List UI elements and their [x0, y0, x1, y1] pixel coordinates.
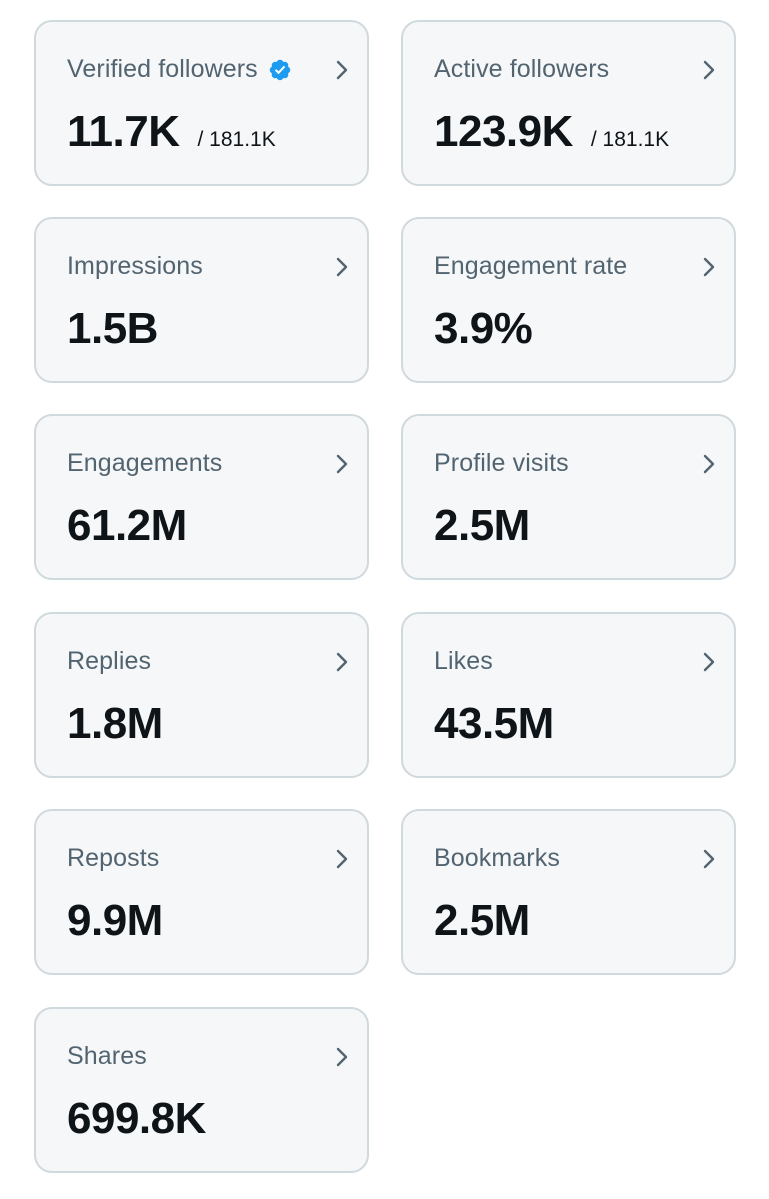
- card-values: 1.8M: [67, 702, 163, 746]
- card-value: 2.5M: [434, 501, 530, 550]
- card-header: Verified followers: [67, 55, 292, 84]
- chevron-right-icon[interactable]: [698, 847, 720, 871]
- card-likes[interactable]: Likes 43.5M: [401, 612, 736, 778]
- card-label: Reposts: [67, 844, 160, 872]
- card-header: Replies: [67, 647, 151, 676]
- card-values: 3.9%: [434, 304, 533, 353]
- card-label: Profile visits: [434, 449, 569, 477]
- card-label: Engagements: [67, 449, 223, 477]
- card-value: 43.5M: [434, 699, 554, 748]
- card-profile-visits[interactable]: Profile visits 2.5M: [401, 414, 736, 580]
- card-values: 61.2M: [67, 504, 187, 548]
- card-verified-followers[interactable]: Verified followers 11.7K / 181.1K: [34, 20, 369, 186]
- chevron-right-icon[interactable]: [331, 1045, 353, 1069]
- chevron-right-icon[interactable]: [698, 58, 720, 82]
- card-header: Bookmarks: [434, 844, 560, 873]
- card-value: 11.7K: [67, 107, 180, 156]
- card-label: Engagement rate: [434, 252, 628, 280]
- chevron-right-icon[interactable]: [331, 847, 353, 871]
- card-value: 1.8M: [67, 699, 163, 748]
- card-engagement-rate[interactable]: Engagement rate 3.9%: [401, 217, 736, 383]
- card-values: 2.5M: [434, 899, 530, 943]
- chevron-right-icon[interactable]: [331, 58, 353, 82]
- card-value: 2.5M: [434, 896, 530, 945]
- card-label: Active followers: [434, 55, 610, 83]
- card-value: 9.9M: [67, 896, 163, 945]
- chevron-right-icon[interactable]: [698, 255, 720, 279]
- card-value: 3.9%: [434, 304, 533, 353]
- card-header: Shares: [67, 1042, 147, 1071]
- card-label: Likes: [434, 647, 493, 675]
- card-value: 61.2M: [67, 501, 187, 550]
- card-values: 9.9M: [67, 899, 163, 943]
- card-header: Likes: [434, 647, 493, 676]
- chevron-right-icon[interactable]: [331, 650, 353, 674]
- verified-badge-icon: [269, 59, 291, 80]
- card-values: 123.9K / 181.1K: [434, 110, 669, 154]
- card-label: Replies: [67, 647, 152, 675]
- card-label: Shares: [67, 1042, 147, 1070]
- card-active-followers[interactable]: Active followers 123.9K / 181.1K: [401, 20, 736, 186]
- card-label: Impressions: [67, 252, 203, 280]
- card-values: 2.5M: [434, 504, 530, 548]
- card-value: 1.5B: [67, 304, 158, 353]
- card-label: Verified followers: [67, 55, 258, 83]
- card-value: 699.8K: [67, 1094, 206, 1143]
- card-impressions[interactable]: Impressions 1.5B: [34, 217, 369, 383]
- card-shares[interactable]: Shares 699.8K: [34, 1007, 369, 1173]
- card-header: Profile visits: [434, 449, 569, 478]
- card-values: 1.5B: [67, 307, 158, 351]
- card-header: Engagement rate: [434, 252, 627, 281]
- card-total: / 181.1K: [590, 128, 670, 151]
- card-engagements[interactable]: Engagements 61.2M: [34, 414, 369, 580]
- card-total: / 181.1K: [197, 128, 276, 151]
- chevron-right-icon[interactable]: [698, 452, 720, 476]
- card-header: Engagements: [67, 449, 222, 478]
- chevron-right-icon[interactable]: [331, 255, 353, 279]
- chevron-right-icon[interactable]: [331, 452, 353, 476]
- card-bookmarks[interactable]: Bookmarks 2.5M: [401, 809, 736, 975]
- card-header: Active followers: [434, 55, 609, 84]
- card-header: Impressions: [67, 252, 203, 281]
- card-values: 11.7K / 181.1K: [67, 110, 276, 154]
- card-header: Reposts: [67, 844, 159, 873]
- chevron-right-icon[interactable]: [698, 650, 720, 674]
- card-replies[interactable]: Replies 1.8M: [34, 612, 369, 778]
- card-values: 43.5M: [434, 702, 554, 746]
- card-label: Bookmarks: [434, 844, 560, 872]
- card-reposts[interactable]: Reposts 9.9M: [34, 809, 369, 975]
- card-values: 699.8K: [67, 1097, 206, 1141]
- card-value: 123.9K: [434, 107, 573, 156]
